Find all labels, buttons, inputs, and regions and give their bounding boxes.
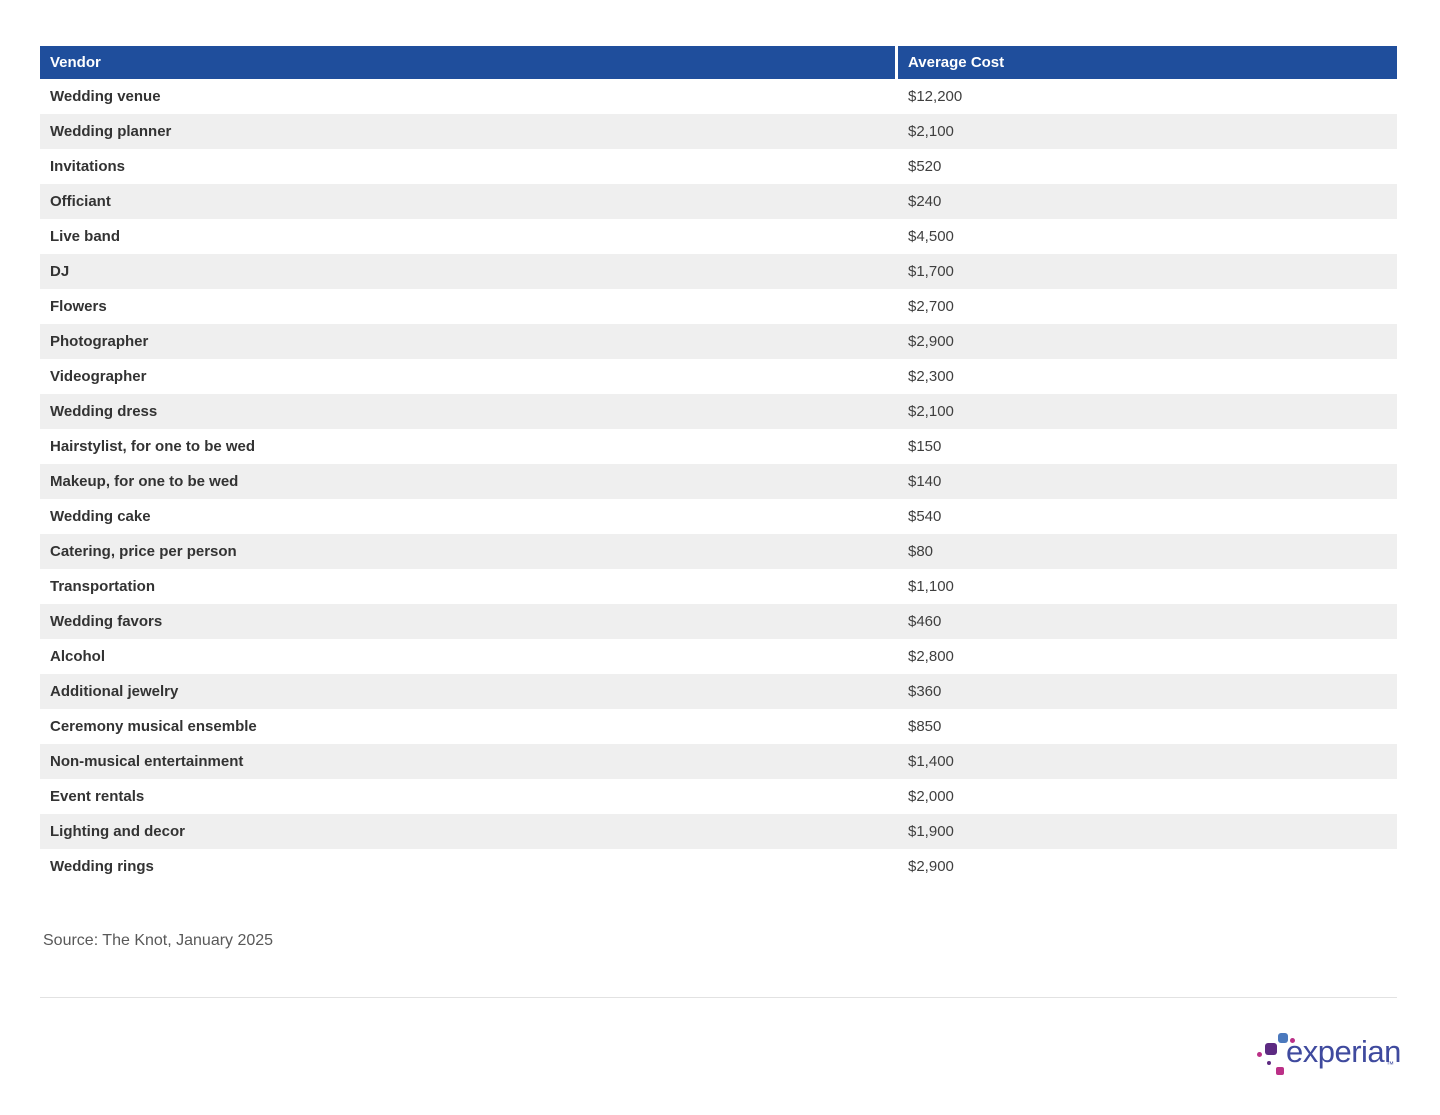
- vendor-cell: Wedding rings: [50, 858, 154, 875]
- vendor-cell: Wedding planner: [50, 123, 172, 140]
- vendor-cell: Photographer: [50, 333, 149, 350]
- table-row: Ceremony musical ensemble $850: [40, 709, 1397, 744]
- table-row: Wedding venue $12,200: [40, 79, 1397, 114]
- vendor-cell: Non-musical entertainment: [50, 753, 244, 770]
- logo-dot-magenta-square: [1276, 1067, 1284, 1075]
- vendor-cell: Wedding dress: [50, 403, 158, 420]
- cost-cell: $1,900: [908, 823, 954, 840]
- vendor-cell: Wedding venue: [50, 88, 161, 105]
- table-row: Videographer $2,300: [40, 359, 1397, 394]
- cost-cell: $1,400: [908, 753, 954, 770]
- cost-cell: $2,900: [908, 333, 954, 350]
- vendor-cell: Live band: [50, 228, 121, 245]
- table-row: Wedding rings $2,900: [40, 849, 1397, 884]
- cost-cell: $80: [908, 543, 934, 560]
- vendor-cell: Additional jewelry: [50, 683, 179, 700]
- table-row: Non-musical entertainment $1,400: [40, 744, 1397, 779]
- table-row: Live band $4,500: [40, 219, 1397, 254]
- vendor-cell: Ceremony musical ensemble: [50, 718, 257, 735]
- logo-dot-purple: [1265, 1043, 1277, 1055]
- table-row: Wedding favors $460: [40, 604, 1397, 639]
- cost-cell: $150: [908, 438, 942, 455]
- table-row: Invitations $520: [40, 149, 1397, 184]
- table-row: Catering, price per person $80: [40, 534, 1397, 569]
- vendor-cell: Invitations: [50, 158, 126, 175]
- vendor-cell: Makeup, for one to be wed: [50, 473, 239, 490]
- table-header-row: Vendor Average Cost: [40, 46, 1397, 79]
- column-header-vendor: Vendor: [40, 46, 898, 79]
- cost-cell: $2,100: [908, 403, 954, 420]
- table-row: Hairstylist, for one to be wed $150: [40, 429, 1397, 464]
- vendor-cell: Alcohol: [50, 648, 105, 665]
- table-row: Alcohol $2,800: [40, 639, 1397, 674]
- table-row: Photographer $2,900: [40, 324, 1397, 359]
- table-row: Event rentals $2,000: [40, 779, 1397, 814]
- vendor-cell: Officiant: [50, 193, 111, 210]
- cost-cell: $240: [908, 193, 942, 210]
- table-row: Wedding cake $540: [40, 499, 1397, 534]
- vendor-cell: Transportation: [50, 578, 156, 595]
- experian-logo: experian ™: [1252, 1028, 1401, 1090]
- cost-cell: $2,300: [908, 368, 954, 385]
- table-row: Transportation $1,100: [40, 569, 1397, 604]
- source-attribution: Source: The Knot, January 2025: [43, 932, 274, 949]
- vendor-cell: DJ: [50, 263, 70, 280]
- cost-cell: $2,100: [908, 123, 954, 140]
- table-row: Lighting and decor $1,900: [40, 814, 1397, 849]
- vendor-cell: Lighting and decor: [50, 823, 185, 840]
- vendor-cell: Catering, price per person: [50, 543, 237, 560]
- vendor-cell: Wedding cake: [50, 508, 151, 525]
- table-row: Wedding dress $2,100: [40, 394, 1397, 429]
- table-row: Officiant $240: [40, 184, 1397, 219]
- cost-cell: $520: [908, 158, 942, 175]
- table-row: Additional jewelry $360: [40, 674, 1397, 709]
- table-row: Flowers $2,700: [40, 289, 1397, 324]
- table-body: Wedding venue $12,200 Wedding planner $2…: [40, 79, 1397, 884]
- logo-dot-magenta-small: [1257, 1052, 1262, 1057]
- footer-divider: [40, 997, 1397, 998]
- vendor-cell: Wedding favors: [50, 613, 163, 630]
- cost-cell: $2,700: [908, 298, 954, 315]
- table-row: Makeup, for one to be wed $140: [40, 464, 1397, 499]
- cost-cell: $2,800: [908, 648, 954, 665]
- cost-cell: $540: [908, 508, 942, 525]
- logo-dot-blue: [1278, 1033, 1288, 1043]
- experian-wordmark: experian: [1286, 1034, 1401, 1069]
- vendor-cell: Flowers: [50, 298, 107, 315]
- table-row: Wedding planner $2,100: [40, 114, 1397, 149]
- logo-dot-purple-small: [1267, 1061, 1271, 1065]
- column-header-average-cost: Average Cost: [908, 54, 1005, 71]
- cost-cell: $850: [908, 718, 942, 735]
- vendor-cell: Event rentals: [50, 788, 145, 805]
- cost-cell: $140: [908, 473, 942, 490]
- cost-cell: $2,900: [908, 858, 954, 875]
- cost-cell: $4,500: [908, 228, 954, 245]
- vendor-cell: Hairstylist, for one to be wed: [50, 438, 256, 455]
- cost-cell: $360: [908, 683, 942, 700]
- logo-dot-magenta-small: [1290, 1038, 1295, 1043]
- vendor-cost-table: Vendor Average Cost Wedding venue $12,20…: [40, 46, 1397, 884]
- cost-cell: $2,000: [908, 788, 954, 805]
- cost-cell: $12,200: [908, 88, 963, 105]
- cost-cell: $460: [908, 613, 942, 630]
- vendor-cell: Videographer: [50, 368, 147, 385]
- trademark-symbol: ™: [1386, 1060, 1394, 1069]
- table-row: DJ $1,700: [40, 254, 1397, 289]
- cost-cell: $1,700: [908, 263, 954, 280]
- cost-cell: $1,100: [908, 578, 954, 595]
